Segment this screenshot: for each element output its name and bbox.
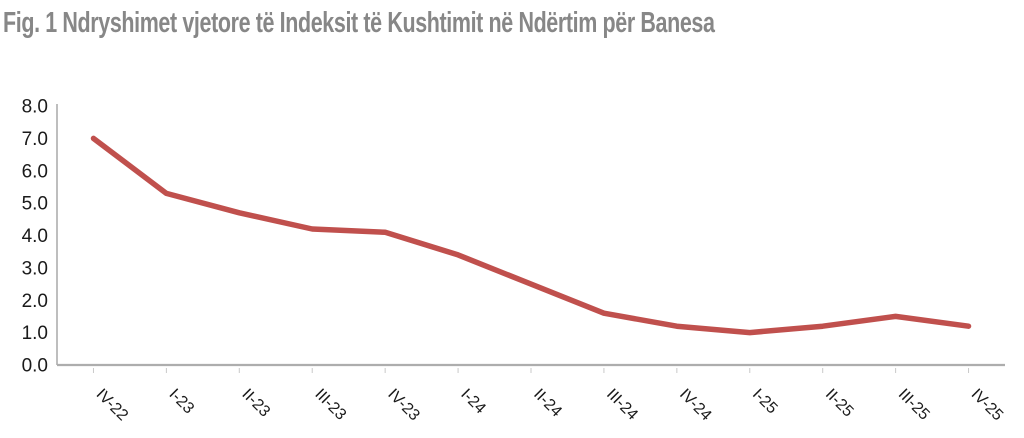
x-axis-tick-label: III-23 bbox=[311, 386, 349, 424]
y-axis-tick-label: 7.0 bbox=[22, 129, 48, 150]
y-axis-tick-label: 8.0 bbox=[22, 97, 48, 118]
y-axis-tick-label: 0.0 bbox=[22, 356, 48, 377]
x-axis-tick-label: III-25 bbox=[895, 386, 933, 424]
y-axis-tick-label: 4.0 bbox=[22, 226, 48, 247]
y-axis-tick-label: 1.0 bbox=[22, 323, 48, 344]
x-axis-tick-label: IV-24 bbox=[676, 386, 715, 425]
y-axis-tick-label: 3.0 bbox=[22, 258, 48, 279]
x-axis-tick-label: I-25 bbox=[749, 386, 781, 418]
y-axis-tick-label: 5.0 bbox=[22, 194, 48, 215]
x-axis-tick-label: II-24 bbox=[530, 386, 565, 421]
x-axis-tick-label: IV-25 bbox=[968, 386, 1007, 425]
x-axis-tick-label: II-23 bbox=[238, 386, 273, 421]
x-axis-tick-label: IV-23 bbox=[384, 386, 423, 425]
line-chart: 0.0 1.0 2.0 3.0 4.0 5.0 6.0 7.0 8.0 IV-22 I-23 II-2… bbox=[0, 90, 1024, 438]
y-axis-tick-label: 6.0 bbox=[22, 161, 48, 182]
x-axis-tick-label: IV-22 bbox=[93, 386, 132, 425]
x-axis-tick-label: I-23 bbox=[166, 386, 198, 418]
x-axis-tick-label: III-24 bbox=[603, 386, 641, 424]
x-axis-tick-label: II-25 bbox=[822, 386, 857, 421]
y-axis-tick-label: 2.0 bbox=[22, 291, 48, 312]
figure-title: Fig. 1 Ndryshimet vjetore të Indeksit të… bbox=[3, 7, 715, 39]
data-line-series bbox=[90, 135, 972, 336]
chart-canvas: 0.0 1.0 2.0 3.0 4.0 5.0 6.0 7.0 8.0 IV-22 I-23 II-2… bbox=[22, 97, 1007, 425]
x-axis-tick-label: I-24 bbox=[457, 386, 489, 418]
